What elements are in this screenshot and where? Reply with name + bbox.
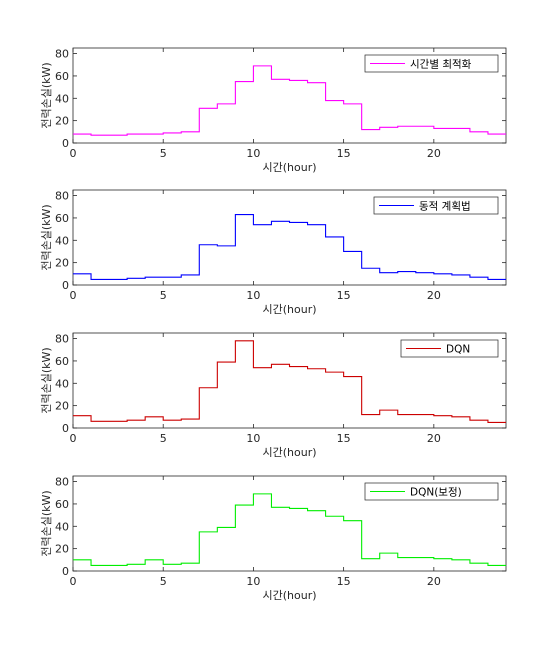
y-axis-label: 전력손실(kW) [40, 204, 53, 270]
legend-box [364, 54, 499, 73]
subplot-3: 0 5 10 15 20 0 20 40 60 80 시간(hour) 전력손실(kW) DQN [40, 333, 507, 459]
x-tick-label: 15 [337, 432, 351, 445]
subplot-4: 0 5 10 15 20 0 20 40 60 80 시간(hour) 전력손실(kW) DQN(보정) [40, 476, 507, 602]
y-tick-label: 20 [55, 257, 69, 270]
legend: DQN [400, 339, 499, 358]
x-tick-label: 20 [427, 289, 441, 302]
x-tick-label: 15 [337, 289, 351, 302]
x-tick-label: 5 [160, 432, 167, 445]
y-tick-label: 80 [55, 333, 69, 346]
x-tick-label: 10 [246, 289, 260, 302]
x-tick-label: 15 [337, 147, 351, 160]
legend: DQN(보정) [364, 482, 499, 501]
legend-label: 동적 계획법 [419, 201, 471, 213]
y-tick-label: 80 [55, 190, 69, 203]
x-tick-label: 10 [246, 575, 260, 588]
x-axis-label: 시간(hour) [262, 446, 316, 459]
y-tick-label: 0 [62, 565, 69, 578]
x-tick-label: 5 [160, 289, 167, 302]
y-tick-label: 20 [55, 400, 69, 413]
y-tick-label: 40 [55, 234, 69, 247]
y-tick-label: 40 [55, 377, 69, 390]
series-line [73, 214, 506, 280]
y-tick-label: 60 [55, 498, 69, 511]
legend-box [400, 339, 499, 358]
legend: 동적 계획법 [373, 196, 499, 215]
y-tick-label: 60 [55, 70, 69, 83]
y-tick-label: 20 [55, 543, 69, 556]
x-tick-label: 20 [427, 147, 441, 160]
y-tick-label: 0 [62, 137, 69, 150]
legend-box [373, 196, 499, 215]
x-tick-label: 20 [427, 575, 441, 588]
x-axis-label: 시간(hour) [262, 161, 316, 174]
legend: 시간별 최적화 [364, 54, 499, 73]
legend-label: DQN(보정) [410, 487, 462, 499]
x-axis-label: 시간(hour) [262, 303, 316, 316]
x-tick-label: 0 [70, 289, 77, 302]
y-tick-label: 80 [55, 48, 69, 61]
legend-label: 시간별 최적화 [410, 59, 472, 71]
y-axis-label: 전력손실(kW) [40, 62, 53, 128]
subplot-1: 0 5 10 15 20 0 20 40 60 80 시간(hour) 전력손실(kW) 시간별 최적화 [40, 48, 507, 174]
y-axis-label: 전력손실(kW) [40, 490, 53, 556]
x-tick-label: 15 [337, 575, 351, 588]
legend-box [364, 482, 499, 501]
subplot-2: 0 5 10 15 20 0 20 40 60 80 시간(hour) 전력손실(kW) 동적 계획법 [40, 190, 507, 316]
y-tick-label: 40 [55, 92, 69, 105]
y-tick-label: 0 [62, 279, 69, 292]
y-tick-label: 60 [55, 355, 69, 368]
x-tick-label: 5 [160, 147, 167, 160]
y-tick-label: 20 [55, 115, 69, 128]
y-axis-label: 전력손실(kW) [40, 347, 53, 413]
x-tick-label: 20 [427, 432, 441, 445]
y-tick-label: 80 [55, 476, 69, 489]
y-tick-label: 40 [55, 520, 69, 533]
y-tick-label: 0 [62, 422, 69, 435]
y-tick-label: 60 [55, 212, 69, 225]
x-tick-label: 0 [70, 432, 77, 445]
x-tick-label: 0 [70, 575, 77, 588]
x-tick-label: 5 [160, 575, 167, 588]
series-line [73, 65, 506, 136]
series-line [73, 493, 506, 566]
x-tick-label: 10 [246, 432, 260, 445]
x-tick-label: 0 [70, 147, 77, 160]
x-tick-label: 10 [246, 147, 260, 160]
x-axis-label: 시간(hour) [262, 589, 316, 602]
legend-label: DQN [446, 344, 470, 356]
series-line [73, 340, 506, 423]
